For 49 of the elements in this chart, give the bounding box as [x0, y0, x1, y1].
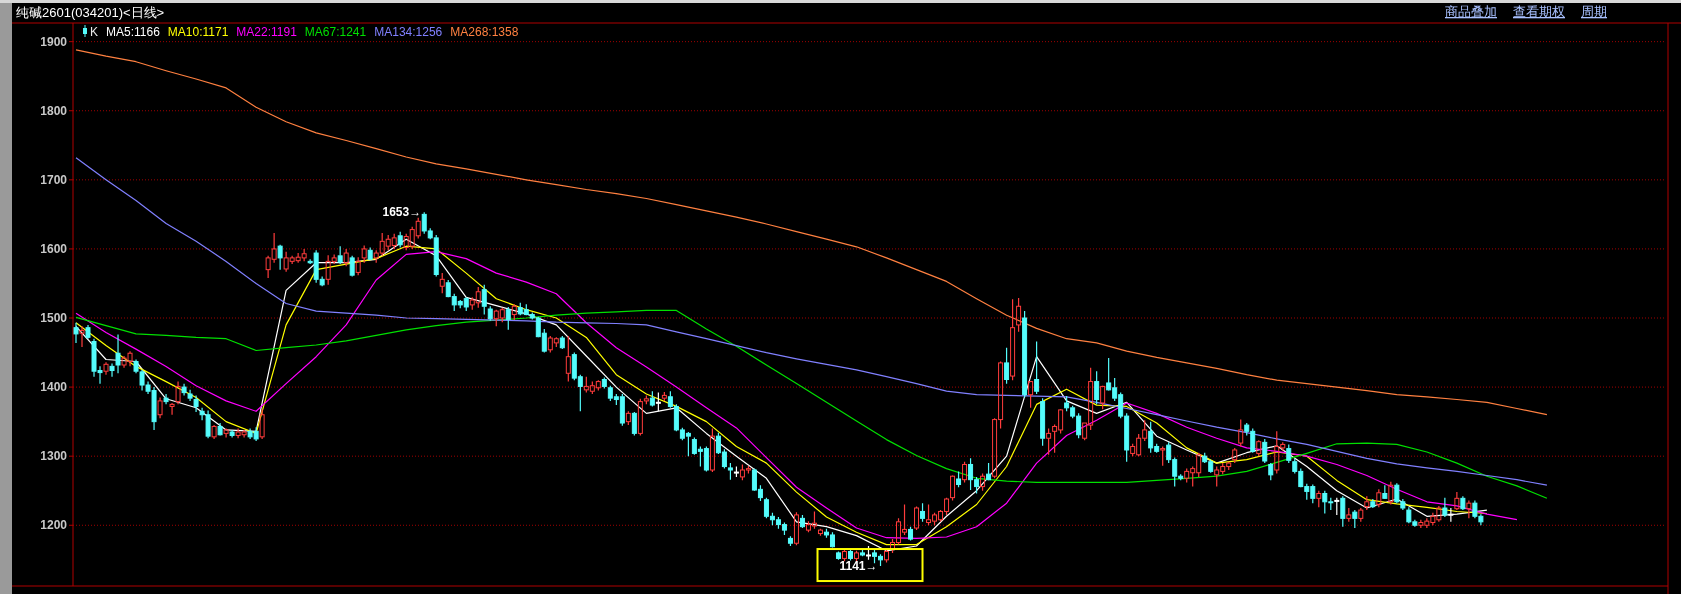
- candlestick: [1010, 298, 1016, 381]
- candlestick: [193, 394, 199, 413]
- annotation: 1141→: [839, 559, 878, 574]
- candlestick: [565, 335, 571, 383]
- candlestick: [211, 425, 217, 440]
- text: 查看期权: [1513, 4, 1565, 19]
- candlestick: [1466, 499, 1472, 519]
- text: MA268:1358: [450, 25, 519, 39]
- candlestick: [109, 363, 115, 378]
- candlestick: [73, 322, 79, 344]
- candlestick: [103, 361, 109, 376]
- text: 商品叠加: [1445, 4, 1497, 19]
- text: MA5:1166: [106, 25, 161, 39]
- chart-title: 纯碱2601(034201)<日线>: [16, 5, 165, 20]
- candlestick: [181, 383, 187, 396]
- candlestick: [85, 324, 91, 338]
- y-tick-label: 1800: [40, 103, 68, 118]
- candlestick: [217, 422, 223, 436]
- candlestick: [1004, 347, 1010, 385]
- candlestick: [175, 380, 181, 405]
- text: MA22:1191: [236, 25, 298, 39]
- candlestick: [1460, 495, 1466, 510]
- candlestick: [187, 389, 193, 402]
- candlestick: [223, 429, 229, 439]
- y-tick-label: 1500: [40, 311, 68, 326]
- candlestick: [1448, 507, 1454, 523]
- text: MA134:1256: [374, 25, 443, 39]
- candlestick: [1442, 497, 1448, 518]
- candlestick: [259, 408, 265, 440]
- candlestick: [1034, 340, 1040, 395]
- text: 周期: [1581, 4, 1607, 19]
- y-tick-label: 1200: [40, 518, 68, 533]
- candlestick: [163, 393, 169, 405]
- candlestick: [79, 325, 85, 348]
- candlestick: [1454, 491, 1460, 510]
- candlestick: [1046, 427, 1052, 456]
- candlestick: [277, 245, 283, 271]
- annotation: 1653→: [382, 205, 422, 220]
- y-tick-label: 1900: [40, 34, 68, 49]
- text: MA67:1241: [304, 25, 367, 39]
- y-tick-label: 1700: [40, 172, 68, 187]
- candlestick: [229, 429, 235, 439]
- y-tick-label: 1300: [40, 449, 68, 464]
- y-tick-label: 1600: [40, 241, 68, 256]
- candlestick: [115, 333, 121, 374]
- candlestick: [169, 403, 175, 416]
- y-tick-label: 1400: [40, 380, 68, 395]
- text: MA10:1171: [167, 25, 229, 39]
- legend-label: K: [90, 25, 99, 39]
